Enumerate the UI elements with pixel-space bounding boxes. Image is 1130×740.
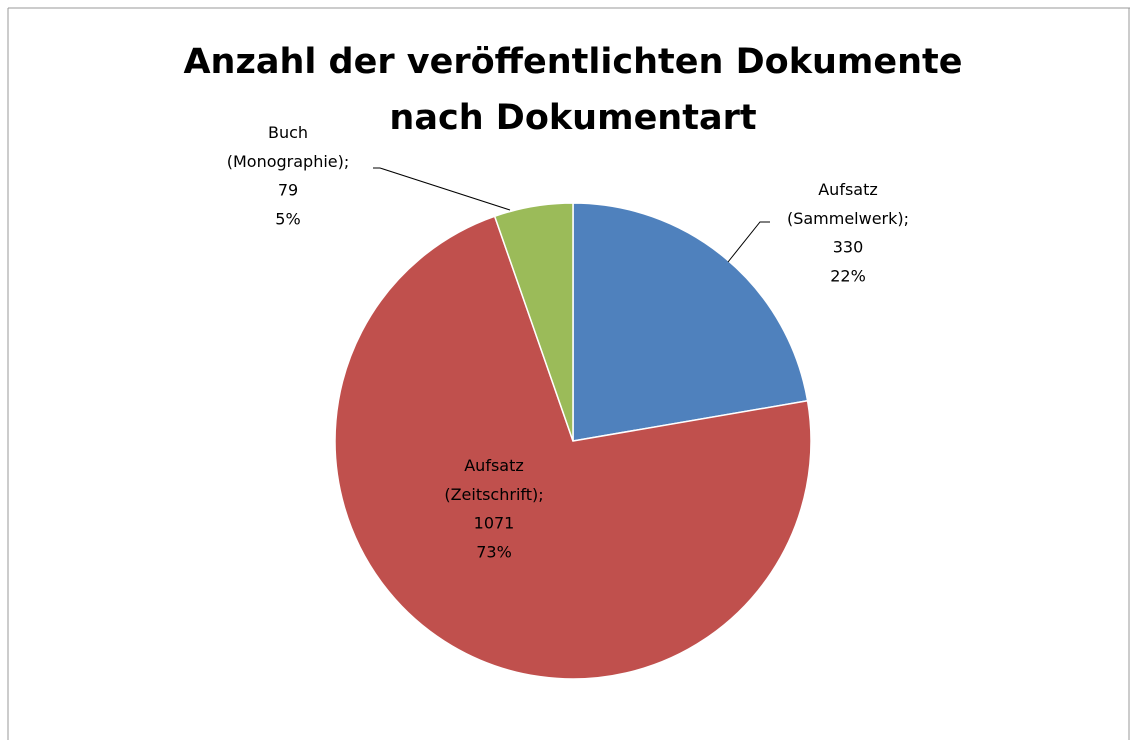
pie-slice — [572, 202, 809, 442]
slice-category-label: Buch (Monographie); — [227, 123, 350, 171]
chart-title: Anzahl der veröffentlichten Dokumente na… — [183, 42, 963, 138]
slice-category-label: Aufsatz (Sammelwerk); — [787, 180, 909, 228]
pie-slice — [493, 202, 574, 442]
leader-line — [727, 221, 770, 263]
slice-percent-label: 5% — [275, 210, 300, 229]
slice-percent-label: 22% — [830, 267, 866, 286]
leader-line — [373, 167, 511, 211]
slice-category-label: Aufsatz (Zeitschrift); — [444, 456, 543, 504]
slice-value-label: 1071 — [474, 514, 515, 533]
slice-value-label: 79 — [278, 181, 298, 200]
slice-percent-label: 73% — [476, 543, 512, 562]
pie-slice — [334, 215, 812, 680]
slice-value-label: 330 — [833, 238, 864, 257]
